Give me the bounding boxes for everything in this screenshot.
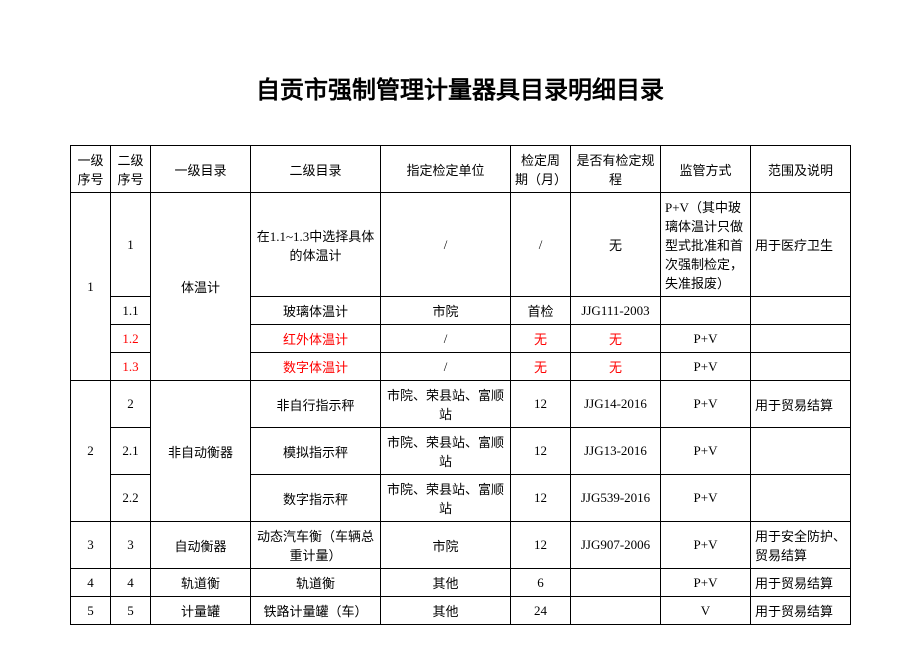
- cell-l2name: 轨道衡: [251, 569, 381, 597]
- table-row: 5 5 计量罐 铁路计量罐（车） 其他 24 V 用于贸易结算: [71, 597, 851, 625]
- cell-scope: [751, 297, 851, 325]
- cell-l2no: 4: [111, 569, 151, 597]
- cell-method: V: [661, 597, 751, 625]
- cell-l2no: 2.1: [111, 428, 151, 475]
- cell-l2name: 动态汽车衡（车辆总重计量）: [251, 522, 381, 569]
- cell-unit: /: [381, 193, 511, 297]
- cell-reg: [571, 597, 661, 625]
- col-level1-name: 一级目录: [151, 146, 251, 193]
- cell-scope: 用于贸易结算: [751, 597, 851, 625]
- cell-reg: 无: [571, 353, 661, 381]
- cell-method: P+V: [661, 381, 751, 428]
- cell-l2name: 在1.1~1.3中选择具体的体温计: [251, 193, 381, 297]
- col-period: 检定周期（月）: [511, 146, 571, 193]
- cell-method: P+V: [661, 428, 751, 475]
- cell-period: 12: [511, 428, 571, 475]
- cell-scope: 用于贸易结算: [751, 381, 851, 428]
- cell-period: 24: [511, 597, 571, 625]
- cell-l2no: 1.3: [111, 353, 151, 381]
- cell-reg: JJG539-2016: [571, 475, 661, 522]
- cell-scope: 用于贸易结算: [751, 569, 851, 597]
- cell-l2no: 1.1: [111, 297, 151, 325]
- cell-unit: 市院、荣县站、富顺站: [381, 475, 511, 522]
- table-row: 3 3 自动衡器 动态汽车衡（车辆总重计量） 市院 12 JJG907-2006…: [71, 522, 851, 569]
- col-level2-no: 二级序号: [111, 146, 151, 193]
- cell-l2name: 铁路计量罐（车）: [251, 597, 381, 625]
- cell-l2no: 3: [111, 522, 151, 569]
- table-row: 2 2 非自动衡器 非自行指示秤 市院、荣县站、富顺站 12 JJG14-201…: [71, 381, 851, 428]
- cell-l2no: 1.2: [111, 325, 151, 353]
- cell-scope: 用于安全防护、贸易结算: [751, 522, 851, 569]
- page-title: 自贡市强制管理计量器具目录明细目录: [70, 70, 850, 105]
- cell-l1name: 轨道衡: [151, 569, 251, 597]
- cell-reg: [571, 569, 661, 597]
- cell-l2no: 5: [111, 597, 151, 625]
- cell-reg: 无: [571, 325, 661, 353]
- cell-period: 无: [511, 325, 571, 353]
- cell-l1no: 2: [71, 381, 111, 522]
- cell-l1name: 体温计: [151, 193, 251, 381]
- cell-l2no: 2: [111, 381, 151, 428]
- cell-l1no: 5: [71, 597, 111, 625]
- cell-method: P+V（其中玻璃体温计只做型式批准和首次强制检定，失准报废）: [661, 193, 751, 297]
- cell-l1no: 1: [71, 193, 111, 381]
- cell-method: P+V: [661, 475, 751, 522]
- cell-l2name: 红外体温计: [251, 325, 381, 353]
- cell-l2name: 玻璃体温计: [251, 297, 381, 325]
- col-level1-no: 一级序号: [71, 146, 111, 193]
- cell-unit: 市院、荣县站、富顺站: [381, 428, 511, 475]
- cell-method: [661, 297, 751, 325]
- cell-l1name: 计量罐: [151, 597, 251, 625]
- col-level2-name: 二级目录: [251, 146, 381, 193]
- cell-period: 6: [511, 569, 571, 597]
- cell-unit: /: [381, 325, 511, 353]
- cell-reg: JJG111-2003: [571, 297, 661, 325]
- cell-reg: 无: [571, 193, 661, 297]
- cell-period: 12: [511, 522, 571, 569]
- cell-method: P+V: [661, 353, 751, 381]
- col-method: 监管方式: [661, 146, 751, 193]
- cell-unit: /: [381, 353, 511, 381]
- col-unit: 指定检定单位: [381, 146, 511, 193]
- cell-period: 12: [511, 381, 571, 428]
- catalog-table: 一级序号 二级序号 一级目录 二级目录 指定检定单位 检定周期（月） 是否有检定…: [70, 145, 851, 625]
- col-regulation: 是否有检定规程: [571, 146, 661, 193]
- cell-scope: 用于医疗卫生: [751, 193, 851, 297]
- cell-scope: [751, 353, 851, 381]
- cell-l1name: 自动衡器: [151, 522, 251, 569]
- cell-l2name: 模拟指示秤: [251, 428, 381, 475]
- cell-l2name: 数字体温计: [251, 353, 381, 381]
- cell-unit: 其他: [381, 569, 511, 597]
- cell-method: P+V: [661, 325, 751, 353]
- cell-unit: 市院、荣县站、富顺站: [381, 381, 511, 428]
- cell-l2no: 1: [111, 193, 151, 297]
- cell-unit: 市院: [381, 297, 511, 325]
- cell-scope: [751, 428, 851, 475]
- cell-l2no: 2.2: [111, 475, 151, 522]
- table-row: 4 4 轨道衡 轨道衡 其他 6 P+V 用于贸易结算: [71, 569, 851, 597]
- cell-reg: JJG14-2016: [571, 381, 661, 428]
- cell-period: 首检: [511, 297, 571, 325]
- cell-unit: 其他: [381, 597, 511, 625]
- table-row: 1 1 体温计 在1.1~1.3中选择具体的体温计 / / 无 P+V（其中玻璃…: [71, 193, 851, 297]
- cell-l1no: 3: [71, 522, 111, 569]
- cell-l1name: 非自动衡器: [151, 381, 251, 522]
- cell-method: P+V: [661, 569, 751, 597]
- cell-l2name: 非自行指示秤: [251, 381, 381, 428]
- col-scope: 范围及说明: [751, 146, 851, 193]
- cell-l1no: 4: [71, 569, 111, 597]
- cell-period: 无: [511, 353, 571, 381]
- table-header-row: 一级序号 二级序号 一级目录 二级目录 指定检定单位 检定周期（月） 是否有检定…: [71, 146, 851, 193]
- cell-l2name: 数字指示秤: [251, 475, 381, 522]
- cell-reg: JJG13-2016: [571, 428, 661, 475]
- cell-method: P+V: [661, 522, 751, 569]
- cell-period: /: [511, 193, 571, 297]
- cell-scope: [751, 475, 851, 522]
- cell-scope: [751, 325, 851, 353]
- cell-period: 12: [511, 475, 571, 522]
- cell-unit: 市院: [381, 522, 511, 569]
- cell-reg: JJG907-2006: [571, 522, 661, 569]
